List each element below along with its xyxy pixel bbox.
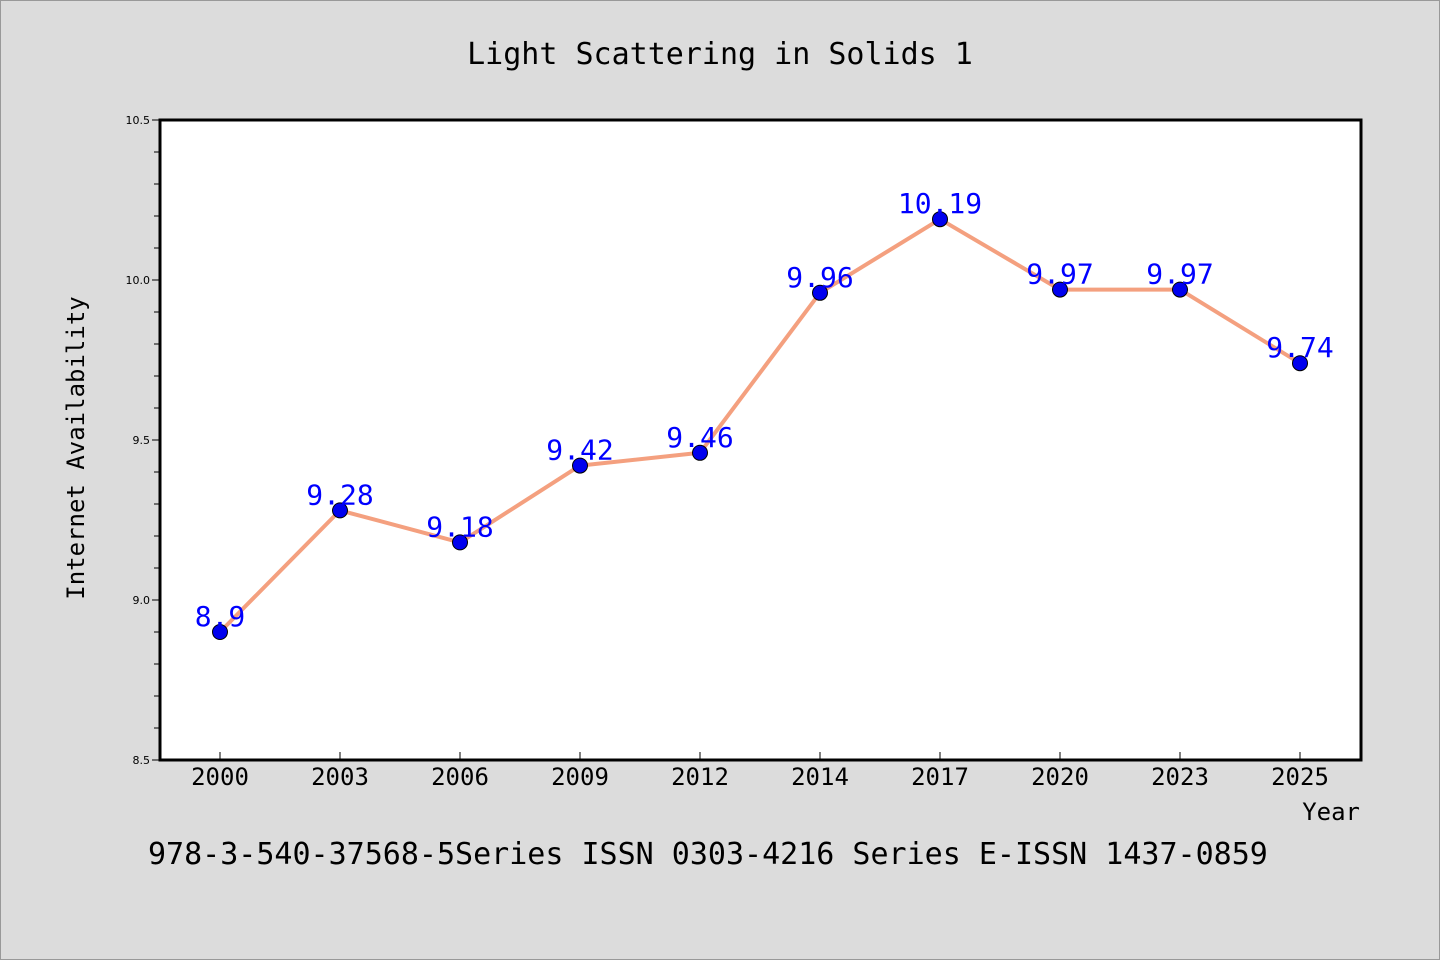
data-label: 9.96 bbox=[786, 261, 853, 294]
x-tick-label: 2009 bbox=[551, 763, 609, 791]
x-axis-label: Year bbox=[1302, 798, 1360, 826]
x-axis: 2000 2003 2006 2009 2012 2014 2017 2020 2023 2025 bbox=[191, 752, 1329, 791]
x-tick-label: 2014 bbox=[791, 763, 849, 791]
data-label: 8.9 bbox=[195, 600, 246, 633]
y-tick-label: 10.0 bbox=[126, 274, 151, 287]
data-label-group: 8.9 9.28 9.18 9.42 9.46 9.96 10.19 9.97 9.97 9.74 bbox=[195, 187, 1334, 633]
data-label: 9.46 bbox=[666, 421, 733, 454]
x-tick-label: 2012 bbox=[671, 763, 729, 791]
y-tick-label: 9.0 bbox=[133, 594, 151, 607]
data-label: 9.42 bbox=[546, 434, 613, 467]
x-tick-label: 2000 bbox=[191, 763, 249, 791]
y-axis-label: Internet Availability bbox=[62, 296, 90, 599]
y-tick-label: 9.5 bbox=[133, 434, 151, 447]
y-tick-label: 10.5 bbox=[126, 114, 151, 127]
data-label: 9.74 bbox=[1266, 331, 1333, 364]
data-point-marker bbox=[932, 211, 948, 228]
data-label: 9.97 bbox=[1146, 258, 1213, 291]
data-point-marker bbox=[212, 624, 228, 640]
x-tick-label: 2006 bbox=[431, 763, 489, 791]
data-point-marker bbox=[1292, 355, 1308, 372]
x-tick-label: 2023 bbox=[1151, 763, 1209, 791]
series-line bbox=[218, 217, 1302, 634]
data-point-marker bbox=[332, 502, 348, 519]
data-point-marker bbox=[452, 534, 468, 551]
y-tick-label: 8.5 bbox=[133, 754, 151, 767]
series-line-group bbox=[212, 211, 1308, 640]
x-tick-label: 2020 bbox=[1031, 763, 1089, 791]
x-tick-label: 2017 bbox=[911, 763, 969, 791]
x-tick-label: 2003 bbox=[311, 763, 369, 791]
chart-title: Light Scattering in Solids 1 bbox=[467, 37, 973, 72]
data-point-marker bbox=[572, 457, 588, 474]
data-point-marker bbox=[1052, 281, 1068, 298]
data-point-marker bbox=[1172, 281, 1188, 298]
y-axis: 8.5 9.0 9.5 10.0 10.5 bbox=[126, 114, 160, 767]
footer-isbn-issn: 978-3-540-37568-5Series ISSN 0303-4216 S… bbox=[148, 837, 1268, 872]
data-point-marker bbox=[692, 444, 708, 461]
data-label: 9.28 bbox=[306, 478, 373, 511]
data-label: 10.19 bbox=[898, 187, 982, 220]
data-point-marker bbox=[812, 284, 828, 301]
plot-area bbox=[158, 118, 1363, 762]
data-label: 9.18 bbox=[426, 510, 493, 543]
x-tick-label: 2025 bbox=[1271, 763, 1329, 791]
data-label: 9.97 bbox=[1026, 258, 1093, 291]
